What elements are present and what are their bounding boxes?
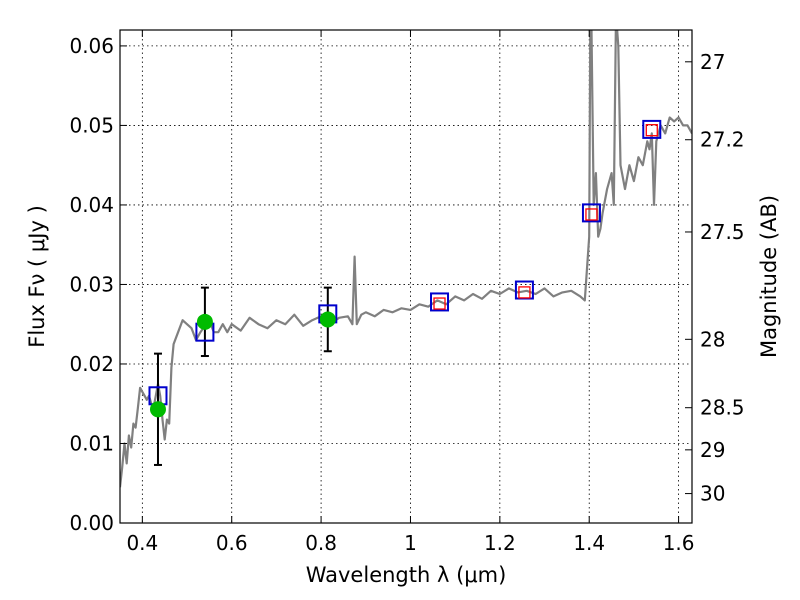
- limit-square: [518, 286, 531, 299]
- right-tick-label: 27: [700, 50, 725, 74]
- x-tick-label: 0.4: [126, 531, 158, 555]
- x-tick-label: 0.6: [216, 531, 248, 555]
- spectrum-layer: [120, 30, 692, 488]
- right-tick-label: 30: [700, 482, 725, 506]
- x-tick-label: 1.4: [573, 531, 605, 555]
- y-tick-label: 0.01: [69, 431, 114, 455]
- right-tick-label: 28.5: [700, 396, 745, 420]
- ticks-layer: 0.4 0.6 0.8 1 1.2 1.4 1.6 0.00 0.01 0.02 0.03 0.04 0…: [69, 30, 745, 555]
- photometry-point: [149, 401, 166, 418]
- limit-square: [433, 297, 446, 310]
- limit-square: [585, 208, 598, 221]
- grid: [120, 30, 692, 524]
- model-square: [581, 203, 601, 223]
- x-tick-label: 1.2: [484, 531, 516, 555]
- limit-square: [645, 124, 658, 137]
- photometry-point: [196, 313, 213, 330]
- y-tick-label: 0.03: [69, 272, 114, 296]
- y-tick-label: 0.00: [69, 511, 114, 535]
- plot-frame: [119, 29, 693, 524]
- model-square: [430, 292, 450, 312]
- right-tick-label: 27.2: [700, 128, 745, 152]
- right-tick-label: 27.5: [700, 220, 745, 244]
- x-axis-label: Wavelength λ (μm): [306, 563, 507, 587]
- x-tick-label: 0.8: [305, 531, 337, 555]
- y-tick-label: 0.02: [69, 352, 114, 376]
- y-axis-label: Flux Fν ( μJy ): [25, 205, 49, 348]
- y-tick-label: 0.05: [69, 113, 114, 137]
- x-tick-label: 1.6: [663, 531, 695, 555]
- right-tick-label: 28: [700, 327, 725, 351]
- spectrum-line: [120, 30, 692, 488]
- right-tick-label: 29: [700, 438, 725, 462]
- photometry-point: [319, 311, 336, 328]
- markers-layer: [148, 119, 662, 466]
- x-tick-label: 1: [404, 531, 417, 555]
- y-tick-label: 0.06: [69, 34, 114, 58]
- right-axis-label: Magnitude (AB): [757, 195, 781, 358]
- model-square: [642, 119, 662, 139]
- y-tick-label: 0.04: [69, 193, 114, 217]
